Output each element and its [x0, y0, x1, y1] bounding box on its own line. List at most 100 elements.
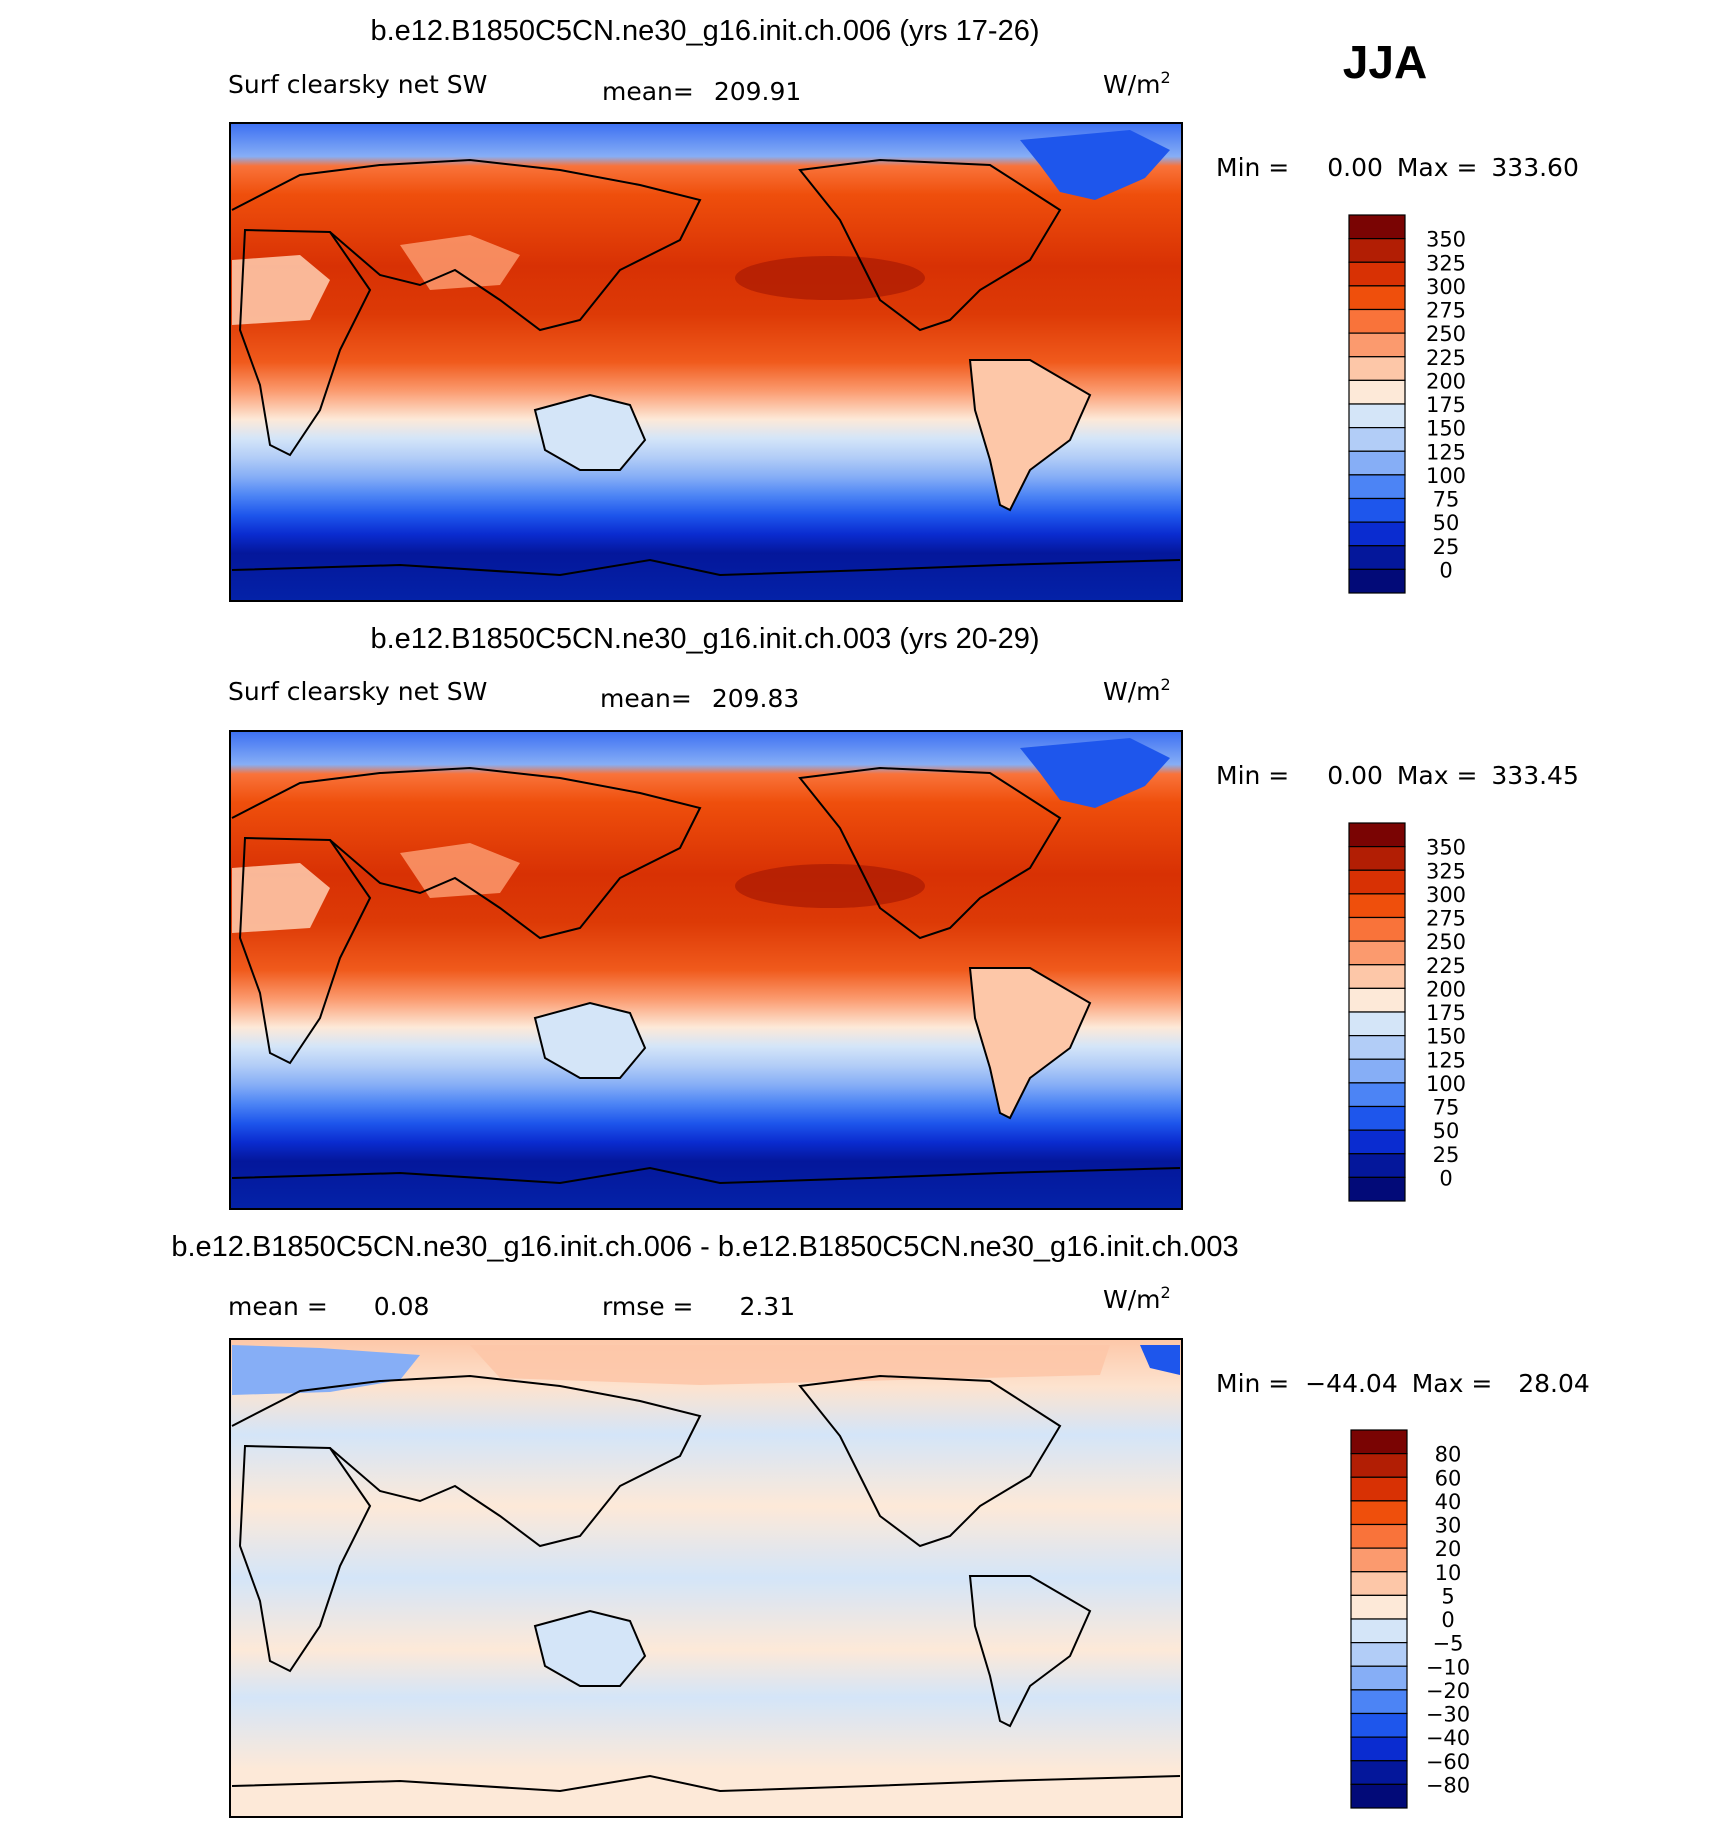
map-field: [229, 730, 1183, 1210]
colorbar-tick-label: 250: [1426, 322, 1466, 346]
max-label: Max =: [1397, 153, 1478, 182]
colorbar-swatch: [1350, 1689, 1408, 1715]
colorbar-swatch: [1348, 214, 1406, 240]
colorbar-tick-label: 325: [1426, 251, 1466, 275]
colorbar-tick-label: 40: [1435, 1490, 1462, 1514]
sahara-region: [232, 255, 330, 325]
max-label: Max =: [1412, 1369, 1493, 1398]
mean-label: mean =: [228, 1292, 328, 1321]
colorbar-swatch: [1348, 545, 1406, 570]
colorbar-swatch: [1350, 1736, 1408, 1762]
colorbar-tick-label: 200: [1426, 977, 1466, 1001]
colorbar-swatch: [1350, 1618, 1408, 1644]
colorbar-tick-label: 300: [1426, 275, 1466, 299]
min-value: −44.04: [1305, 1369, 1398, 1398]
colorbar-swatch: [1348, 308, 1406, 334]
colorbar-tick-label: −20: [1426, 1679, 1470, 1703]
panel-3: b.e12.B1850C5CN.ne30_g16.init.ch.006 - b…: [171, 1231, 1590, 1818]
units-label: W/m2: [1103, 675, 1171, 706]
units-sup: 2: [1161, 1283, 1171, 1302]
africa-coast: [238, 228, 372, 457]
map-field: [229, 122, 1183, 602]
colorbar-swatch: [1350, 1547, 1408, 1573]
range-label: Min = 0.00 Max = 333.45: [1216, 761, 1579, 790]
colorbar-swatch: [1348, 916, 1406, 942]
min-value: 0.00: [1327, 761, 1383, 790]
units-sup: 2: [1161, 675, 1171, 694]
units-label: W/m2: [1103, 1283, 1171, 1314]
colorbar-tick-label: 200: [1426, 369, 1466, 393]
antarctica-coast: [231, 1166, 1181, 1185]
africa-coast: [238, 836, 372, 1065]
colorbar-swatch: [1350, 1476, 1408, 1502]
colorbar-swatch: [1350, 1642, 1408, 1667]
colorbar-swatch: [1348, 1011, 1406, 1037]
colorbar-swatch: [1348, 238, 1406, 263]
units-text: W/m: [1103, 677, 1161, 706]
colorbar-tick-label: 50: [1433, 511, 1460, 535]
colorbar-tick-label: 150: [1426, 1025, 1466, 1049]
colorbar-tick-label: 5: [1441, 1584, 1454, 1608]
colorbar-swatch: [1350, 1594, 1408, 1620]
colorbar-swatch: [1348, 568, 1406, 594]
panel-2: b.e12.B1850C5CN.ne30_g16.init.ch.003 (yr…: [228, 623, 1579, 1210]
colorbar-swatch: [1348, 987, 1406, 1013]
range-label: Min = 0.00 Max = 333.60: [1216, 153, 1579, 182]
units-text: W/m: [1103, 70, 1161, 99]
colorbar-swatch: [1348, 497, 1406, 523]
colorbar-swatch: [1350, 1571, 1408, 1596]
tibet-region: [400, 235, 520, 290]
colorbar-tick-label: 175: [1426, 1001, 1466, 1025]
south-america-coast: [968, 967, 1092, 1120]
north-america-coast: [798, 1374, 1062, 1548]
colorbar-swatch: [1348, 356, 1406, 381]
eurasia-coast: [231, 766, 702, 940]
north-america-coast: [798, 766, 1062, 940]
colorbar-swatch: [1348, 1129, 1406, 1155]
min-label: Min =: [1216, 761, 1289, 790]
map-frame: [229, 730, 1183, 1210]
colorbar-swatch: [1348, 846, 1406, 871]
season-label: JJA: [1343, 36, 1427, 88]
rmse-stat: rmse = 2.31: [602, 1292, 795, 1321]
colorbar-tick-label: 250: [1426, 930, 1466, 954]
colorbar-tick-label: 0: [1439, 1166, 1452, 1190]
colorbar-tick-label: 350: [1426, 228, 1466, 252]
units-label: W/m2: [1103, 68, 1171, 99]
sahara-region: [232, 863, 330, 933]
map-background: [230, 123, 1182, 601]
eurasia-coast: [231, 1374, 702, 1548]
variable-label: Surf clearsky net SW: [228, 677, 487, 706]
colorbar-swatch: [1348, 1153, 1406, 1178]
colorbar-swatch: [1348, 450, 1406, 476]
colorbar-swatch: [1348, 521, 1406, 547]
colorbar-swatch: [1348, 964, 1406, 989]
colorbar-tick-label: 25: [1433, 1143, 1460, 1167]
mean-stat: mean = 0.08: [228, 1292, 429, 1321]
mean-label: mean=: [600, 684, 692, 713]
mean-value: 209.91: [714, 77, 801, 106]
colorbar-swatch: [1348, 1176, 1406, 1202]
map-field: [229, 1338, 1183, 1818]
colorbar-tick-label: 25: [1433, 535, 1460, 559]
colorbar-swatch: [1348, 869, 1406, 895]
max-value: 28.04: [1518, 1369, 1590, 1398]
colorbar-tick-label: 150: [1426, 417, 1466, 441]
colorbar-tick-label: 0: [1439, 558, 1452, 582]
colorbar-tick-label: 100: [1426, 1072, 1466, 1096]
colorbar-tick-label: 125: [1426, 1048, 1466, 1072]
mean-stat: mean= 209.83: [600, 684, 799, 713]
colorbar-swatch: [1350, 1783, 1408, 1809]
colorbar-tick-label: 75: [1433, 1096, 1460, 1120]
rmse-label: rmse =: [602, 1292, 694, 1321]
range-label: Min = −44.04 Max = 28.04: [1216, 1369, 1590, 1398]
colorbar-swatch: [1348, 427, 1406, 452]
africa-coast: [238, 1444, 372, 1673]
colorbar-tick-label: 275: [1426, 299, 1466, 323]
max-label: Max =: [1397, 761, 1478, 790]
mean-value: 0.08: [374, 1292, 430, 1321]
arctic-positive-region: [470, 1345, 1110, 1385]
colorbar-swatch: [1348, 285, 1406, 311]
